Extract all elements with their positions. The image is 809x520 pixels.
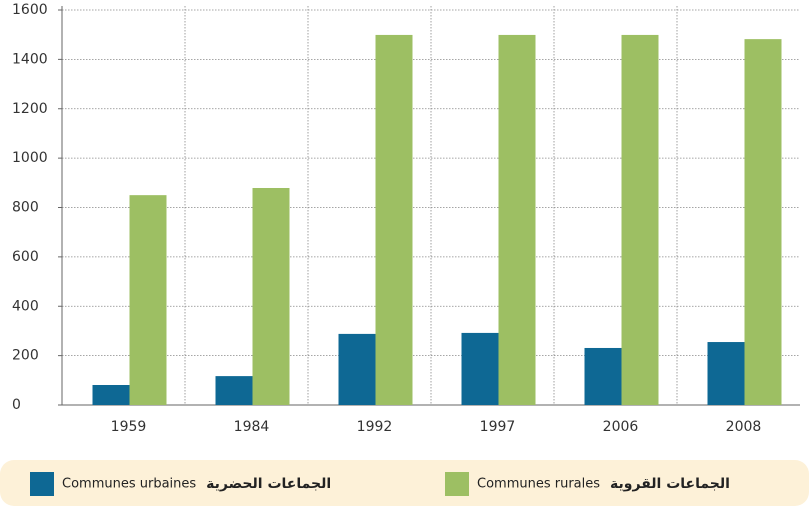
x-tick-label: 2006 [603,419,639,435]
legend-label-ar: الجماعات القروية [610,476,730,492]
y-tick-label: 1200 [12,101,48,117]
y-tick-label: 400 [12,298,39,314]
bar [375,34,413,405]
legend-label-ar: الجماعات الحضرية [206,476,331,492]
y-tick-label: 200 [12,348,39,364]
bar [584,347,622,405]
x-tick-label: 1997 [480,419,516,435]
bar [707,342,745,405]
bar [92,385,130,405]
bar [252,187,290,405]
legend-label: Communes urbaines [62,477,196,492]
legend-box [0,460,809,506]
x-tick-label: 2008 [726,419,762,435]
x-tick-label: 1959 [111,419,147,435]
legend-label: Communes rurales [477,477,600,492]
bar [338,333,376,405]
y-tick-label: 800 [12,200,39,216]
bar [129,195,167,405]
y-tick-label: 1600 [12,2,48,18]
y-tick-label: 600 [12,249,39,265]
y-tick-label: 1000 [12,150,48,166]
bar [744,39,782,405]
legend-swatch [445,472,469,496]
y-tick-label: 0 [12,397,21,413]
legend-swatch [30,472,54,496]
x-tick-label: 1992 [357,419,393,435]
bar [621,34,659,405]
bar [215,376,253,405]
x-tick-label: 1984 [234,419,270,435]
y-tick-label: 1400 [12,51,48,67]
bar [461,332,499,405]
bar [498,34,536,405]
